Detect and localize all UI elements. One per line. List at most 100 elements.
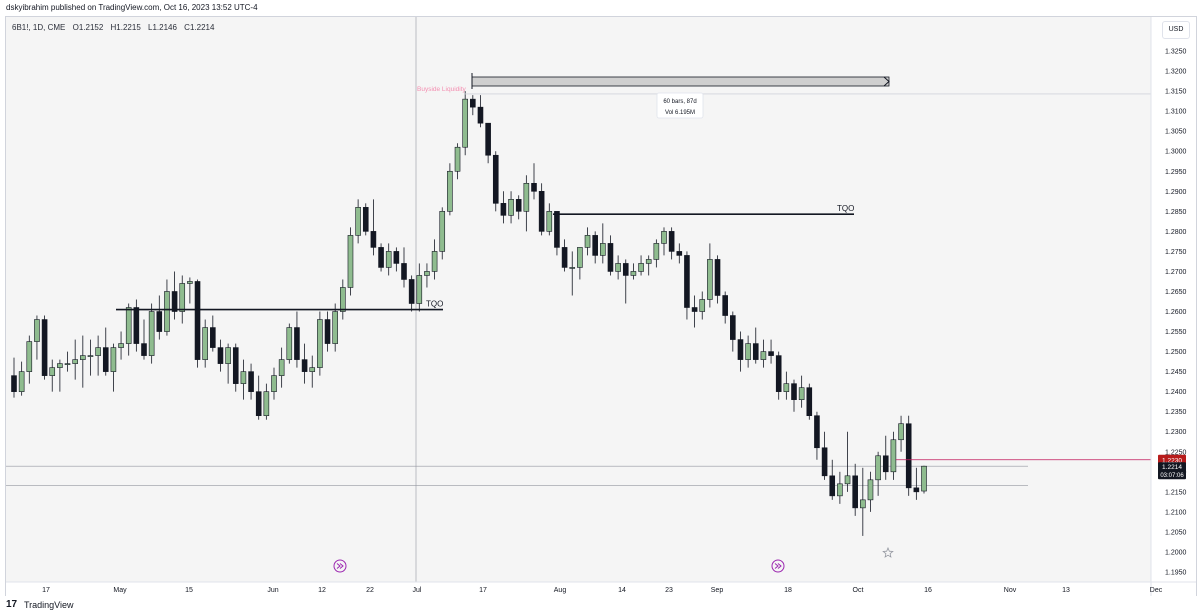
candle-body bbox=[309, 367, 316, 372]
candle bbox=[737, 331, 744, 372]
price-tick-label: 1.2850 bbox=[1165, 209, 1187, 216]
price-tick-label: 1.2450 bbox=[1165, 369, 1187, 376]
candle-body bbox=[72, 359, 78, 364]
candle-body bbox=[64, 363, 71, 365]
publisher-header: dskyibrahim published on TradingView.com… bbox=[0, 0, 1200, 16]
idea-circle-icon bbox=[771, 559, 785, 573]
candle bbox=[317, 311, 323, 376]
candle bbox=[324, 311, 331, 352]
candle-body bbox=[745, 343, 751, 360]
candle-body bbox=[485, 122, 491, 156]
candle-body bbox=[875, 455, 881, 481]
candle-body bbox=[707, 259, 713, 300]
candle-body bbox=[340, 287, 346, 312]
price-tick-label: 1.2400 bbox=[1165, 389, 1187, 396]
candle bbox=[783, 371, 790, 400]
candle bbox=[630, 263, 637, 280]
candle bbox=[248, 363, 254, 400]
candle-body bbox=[898, 423, 904, 441]
candle-body bbox=[508, 199, 514, 216]
candle bbox=[87, 339, 94, 376]
measure-tooltip bbox=[656, 92, 704, 119]
candle bbox=[462, 91, 468, 156]
candle-body bbox=[837, 483, 843, 497]
candle bbox=[393, 247, 400, 272]
candle-body bbox=[278, 359, 285, 376]
price-tick-label: 1.3250 bbox=[1165, 49, 1187, 56]
candle-body bbox=[11, 375, 17, 392]
candle-body bbox=[515, 199, 522, 212]
measure-arrow-icon bbox=[883, 76, 890, 87]
time-tick-label: 23 bbox=[665, 587, 673, 594]
candle bbox=[362, 203, 369, 236]
price-chart[interactable]: TQO TQO Buyside Liquidity 60 bars, 87d Vol 6… bbox=[6, 17, 1196, 597]
candle-body bbox=[210, 327, 216, 348]
candle bbox=[95, 335, 101, 376]
candle bbox=[921, 465, 927, 494]
candle-body bbox=[294, 327, 300, 360]
price-tick-label: 1.2150 bbox=[1165, 489, 1187, 496]
tqo-label-high: TQO bbox=[837, 204, 854, 213]
candle bbox=[385, 243, 392, 276]
candle bbox=[638, 255, 644, 276]
candle-body bbox=[477, 106, 484, 124]
candle-body bbox=[332, 311, 338, 344]
candle bbox=[11, 357, 17, 398]
price-tick-label: 1.2250 bbox=[1165, 449, 1187, 456]
candle bbox=[844, 431, 851, 492]
candle-body bbox=[905, 423, 912, 489]
candle-body bbox=[783, 383, 790, 392]
candle-body bbox=[867, 479, 874, 501]
price-tick-label: 1.2100 bbox=[1165, 509, 1187, 516]
candle bbox=[217, 339, 224, 372]
candle-body bbox=[202, 327, 208, 360]
candle-body bbox=[317, 319, 323, 368]
candle-body bbox=[355, 207, 361, 236]
candle-body bbox=[454, 146, 461, 172]
price-tick-label: 1.2650 bbox=[1165, 289, 1187, 296]
price-tick-label: 1.3100 bbox=[1165, 109, 1187, 116]
candle-body bbox=[26, 341, 33, 372]
annotations: TQO TQO Buyside Liquidity 60 bars, 87d Vol 6… bbox=[116, 73, 1151, 573]
price-tick-label: 1.3000 bbox=[1165, 149, 1187, 156]
currency-button[interactable]: USD bbox=[1162, 21, 1190, 39]
chart-panel[interactable]: TQO TQO Buyside Liquidity 60 bars, 87d Vol 6… bbox=[5, 16, 1197, 598]
candle-body bbox=[546, 211, 553, 232]
candle bbox=[332, 303, 338, 352]
candle bbox=[661, 227, 667, 256]
candle bbox=[653, 239, 660, 268]
candle bbox=[194, 279, 201, 368]
time-tick-label: Oct bbox=[853, 587, 864, 594]
candle bbox=[34, 315, 40, 360]
legend-symbol: 6B1!, 1D, CME bbox=[12, 23, 66, 32]
idea-circle-chevrons bbox=[336, 563, 344, 569]
candle-body bbox=[645, 259, 652, 264]
candle bbox=[668, 227, 675, 260]
candle-body bbox=[890, 439, 897, 473]
candle bbox=[187, 277, 193, 304]
candle-body bbox=[829, 475, 836, 497]
candle bbox=[875, 451, 881, 496]
time-tick-label: Jun bbox=[267, 587, 278, 594]
candle-body bbox=[661, 231, 667, 244]
idea-circle-icon bbox=[333, 559, 347, 573]
candle bbox=[431, 239, 438, 280]
candle bbox=[714, 255, 721, 304]
candle-body bbox=[684, 255, 690, 308]
candle bbox=[477, 95, 484, 128]
candle bbox=[340, 279, 346, 320]
candle bbox=[913, 467, 920, 500]
candle-body bbox=[118, 343, 124, 348]
candle-body bbox=[630, 271, 637, 276]
candle bbox=[210, 315, 216, 352]
candle bbox=[752, 327, 759, 364]
legend-high: H1.2215 bbox=[110, 23, 141, 32]
candle bbox=[80, 335, 86, 388]
candle bbox=[584, 227, 591, 256]
candle bbox=[401, 247, 407, 288]
time-tick-label: 12 bbox=[318, 587, 326, 594]
time-tick-label: 18 bbox=[784, 587, 792, 594]
candle-body bbox=[102, 347, 109, 372]
idea-circle-ring bbox=[771, 559, 785, 573]
candle bbox=[684, 251, 690, 320]
